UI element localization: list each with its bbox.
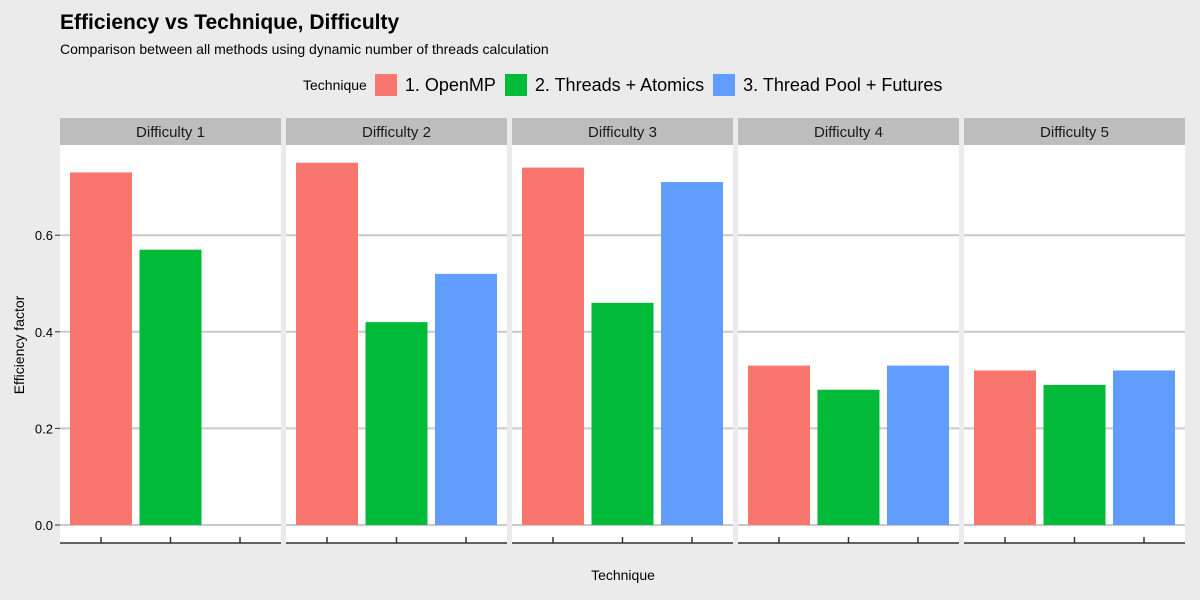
bar-thread-pool-futures	[435, 273, 497, 525]
facet-strip-label: Difficulty 2	[362, 124, 431, 141]
legend-label-thread-pool-futures: 3. Thread Pool + Futures	[743, 74, 943, 95]
bar-threads-atomics	[591, 302, 654, 525]
facet-strip-label: Difficulty 1	[136, 124, 205, 141]
legend-item-threads-atomics: 2. Threads + Atomics	[504, 74, 705, 96]
bar-openmp	[70, 172, 132, 525]
legend-label-openmp: 1. OpenMP	[404, 74, 496, 95]
legend-key-openmp	[374, 74, 397, 96]
facet-strip	[512, 118, 733, 145]
bar-thread-pool-futures	[661, 182, 723, 525]
y-axis-title: Efficiency factor	[11, 295, 27, 394]
legend-label-threads-atomics: 2. Threads + Atomics	[534, 74, 705, 95]
bar-openmp	[522, 167, 584, 525]
y-tick-label: 0.6	[35, 228, 53, 243]
y-tick-label: 0.0	[35, 518, 53, 533]
bar-threads-atomics	[139, 249, 202, 525]
legend-item-thread-pool-futures: 3. Thread Pool + Futures	[713, 74, 942, 96]
legend-item-openmp: 1. OpenMP	[374, 74, 496, 96]
facet-strip-label: Difficulty 4	[814, 124, 883, 141]
facet-strip	[964, 118, 1185, 145]
legend-key-thread-pool-futures	[713, 74, 736, 96]
facet-strip-label: Difficulty 5	[1040, 124, 1109, 141]
facet-strip	[60, 118, 281, 145]
bar-openmp	[296, 162, 358, 525]
facet-strip	[286, 118, 507, 145]
bar-threads-atomics	[817, 389, 880, 525]
bar-threads-atomics	[365, 322, 428, 525]
legend-key-threads-atomics	[504, 74, 527, 96]
x-axis-title: Technique	[591, 567, 655, 583]
bar-thread-pool-futures	[1113, 370, 1175, 525]
bar-threads-atomics	[1043, 384, 1106, 525]
y-tick-label: 0.4	[35, 325, 53, 340]
bar-openmp	[748, 365, 810, 525]
facet-strip-label: Difficulty 3	[588, 124, 657, 141]
chart-title: Efficiency vs Technique, Difficulty	[60, 11, 400, 34]
y-tick-label: 0.2	[35, 421, 53, 436]
bar-openmp	[974, 370, 1036, 525]
legend-title: Technique	[303, 77, 367, 93]
legend: Technique 1. OpenMP 2. Threads + Atomics…	[303, 72, 951, 98]
chart-subtitle: Comparison between all methods using dyn…	[60, 41, 549, 57]
bar-thread-pool-futures	[887, 365, 949, 525]
facet-strip	[738, 118, 959, 145]
